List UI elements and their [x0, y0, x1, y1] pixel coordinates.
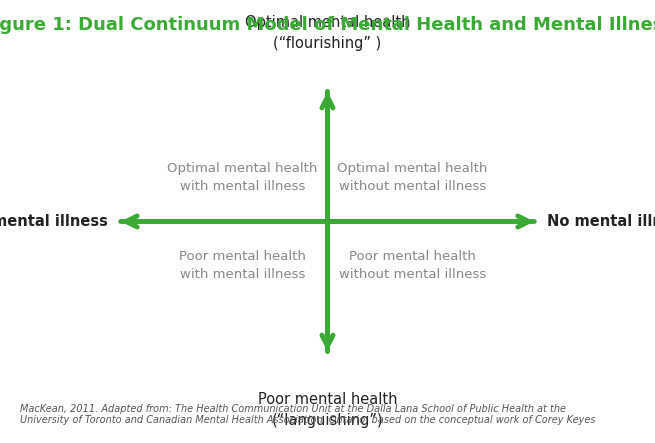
Text: No mental illness symptoms: No mental illness symptoms [547, 214, 655, 229]
Text: Serious mental illness: Serious mental illness [0, 214, 108, 229]
Text: MacKean, 2011. Adapted from: The Health Communication Unit at the Dalla Lana Sch: MacKean, 2011. Adapted from: The Health … [20, 404, 595, 425]
Text: Poor mental health
with mental illness: Poor mental health with mental illness [179, 250, 306, 281]
Text: Optimal mental health
with mental illness: Optimal mental health with mental illnes… [167, 162, 318, 193]
Text: Optimal mental health
(“flourishing” ): Optimal mental health (“flourishing” ) [245, 15, 410, 51]
Text: Optimal mental health
without mental illness: Optimal mental health without mental ill… [337, 162, 488, 193]
Text: Figure 1: Dual Continuum Model of Mental Health and Mental Illness: Figure 1: Dual Continuum Model of Mental… [0, 16, 655, 34]
Text: Poor mental health
(“languishing”): Poor mental health (“languishing”) [258, 392, 397, 428]
Text: Poor mental health
without mental illness: Poor mental health without mental illnes… [339, 250, 486, 281]
